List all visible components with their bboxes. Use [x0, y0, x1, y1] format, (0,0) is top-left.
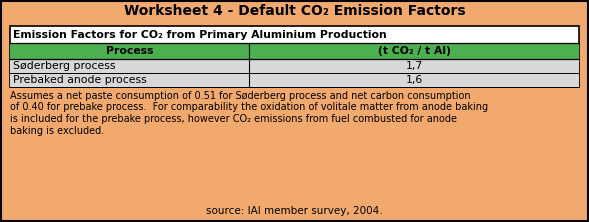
Text: is included for the prebake process, however CO₂ emissions from fuel combusted f: is included for the prebake process, how…	[10, 114, 457, 124]
Bar	[10, 59, 579, 73]
Text: of 0.40 for prebake process.  For comparability the oxidation of volitale matter: of 0.40 for prebake process. For compara…	[10, 103, 488, 113]
Text: source: IAI member survey, 2004.: source: IAI member survey, 2004.	[206, 206, 383, 216]
Text: 1,6: 1,6	[405, 75, 423, 85]
Text: Søderberg process: Søderberg process	[13, 61, 115, 71]
Text: Prebaked anode process: Prebaked anode process	[13, 75, 147, 85]
Text: 1,7: 1,7	[405, 61, 423, 71]
Bar	[10, 43, 579, 59]
Bar	[10, 26, 579, 87]
Text: Emission Factors for CO₂ from Primary Aluminium Production: Emission Factors for CO₂ from Primary Al…	[13, 30, 387, 40]
Text: (t CO₂ / t Al): (t CO₂ / t Al)	[378, 46, 451, 56]
Bar	[10, 73, 579, 87]
Text: Process: Process	[106, 46, 153, 56]
Text: baking is excluded.: baking is excluded.	[10, 125, 104, 135]
Text: Assumes a net paste consumption of 0.51 for Søderberg process and net carbon con: Assumes a net paste consumption of 0.51 …	[10, 91, 471, 101]
Text: Worksheet 4 - Default CO₂ Emission Factors: Worksheet 4 - Default CO₂ Emission Facto…	[124, 4, 465, 18]
